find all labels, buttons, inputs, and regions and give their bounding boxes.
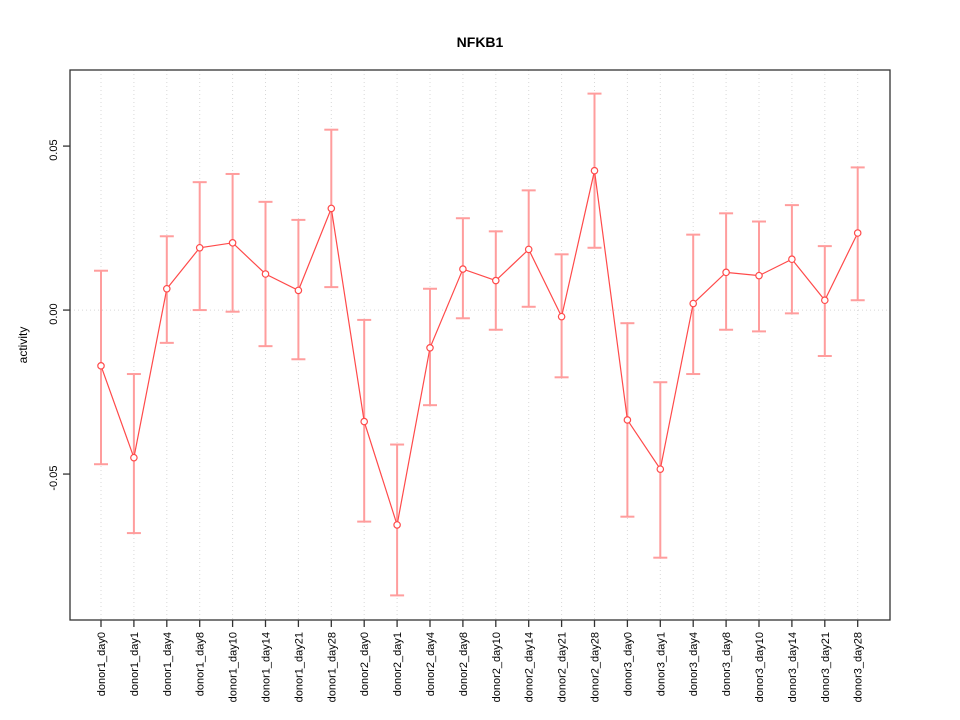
x-tick-label: donor2_day10 <box>491 632 503 702</box>
x-tick-label: donor1_day10 <box>228 632 240 702</box>
x-tick-label: donor3_day8 <box>721 632 733 696</box>
data-point <box>722 268 730 277</box>
x-tick-label: donor2_day0 <box>359 632 371 696</box>
x-tick-label: donor2_day8 <box>458 632 470 696</box>
chart-title: NFKB1 <box>457 34 504 50</box>
x-tick-label: donor1_day1 <box>129 632 141 696</box>
x-tick-label: donor1_day8 <box>195 632 207 696</box>
y-tick-label: 0.05 <box>48 139 60 160</box>
y-axis-label: activity <box>16 327 30 364</box>
data-point <box>97 362 105 370</box>
x-tick-label: donor1_day21 <box>293 632 305 702</box>
data-point <box>195 243 204 252</box>
x-tick-label: donor2_day1 <box>392 632 404 696</box>
x-tick-label: donor3_day4 <box>688 632 700 696</box>
data-point <box>689 299 698 308</box>
data-point <box>228 239 237 247</box>
x-tick-label: donor3_day10 <box>754 632 766 702</box>
x-tick-label: donor3_day0 <box>622 632 634 696</box>
y-tick-label: 0.00 <box>48 303 60 324</box>
data-point <box>130 453 138 462</box>
axes-and-ticks: 0.05 0.00 -0.05 donor1_day0 donor1_day1 donor… <box>48 69 891 702</box>
series-line-and-points <box>97 166 862 529</box>
data-point <box>491 276 500 285</box>
data-point <box>820 296 829 305</box>
x-tick-label: donor3_day28 <box>853 632 865 702</box>
data-point <box>294 286 303 295</box>
x-tick-label: donor3_day1 <box>655 632 667 696</box>
data-point <box>393 521 401 529</box>
data-point <box>788 255 796 264</box>
data-point <box>327 204 336 213</box>
data-point <box>656 465 665 473</box>
plot-border <box>69 69 891 621</box>
y-tick-label: -0.05 <box>48 466 60 491</box>
series-line <box>100 170 859 526</box>
data-point <box>459 265 467 273</box>
data-point <box>261 270 270 278</box>
data-point <box>426 343 434 352</box>
x-tick-label: donor1_day28 <box>326 632 338 702</box>
x-tick-label: donor1_day4 <box>162 632 174 696</box>
data-point <box>853 229 862 237</box>
data-point <box>623 416 632 424</box>
x-tick-label: donor2_day21 <box>557 632 569 702</box>
gridlines <box>70 70 890 620</box>
x-tick-label: donor1_day0 <box>96 632 108 696</box>
x-tick-label: donor3_day21 <box>820 632 832 702</box>
x-tick-label: donor3_day14 <box>787 632 799 702</box>
data-point <box>360 417 369 426</box>
x-tick-label: donor2_day4 <box>425 632 437 696</box>
x-tick-label: donor1_day14 <box>261 632 273 702</box>
x-tick-label: donor2_day14 <box>524 632 536 702</box>
data-point <box>163 284 171 293</box>
data-point <box>524 245 533 254</box>
data-point <box>755 271 763 280</box>
data-point <box>557 312 566 321</box>
error-bars <box>94 92 865 597</box>
x-tick-label: donor2_day28 <box>590 632 602 702</box>
data-point <box>590 166 599 175</box>
